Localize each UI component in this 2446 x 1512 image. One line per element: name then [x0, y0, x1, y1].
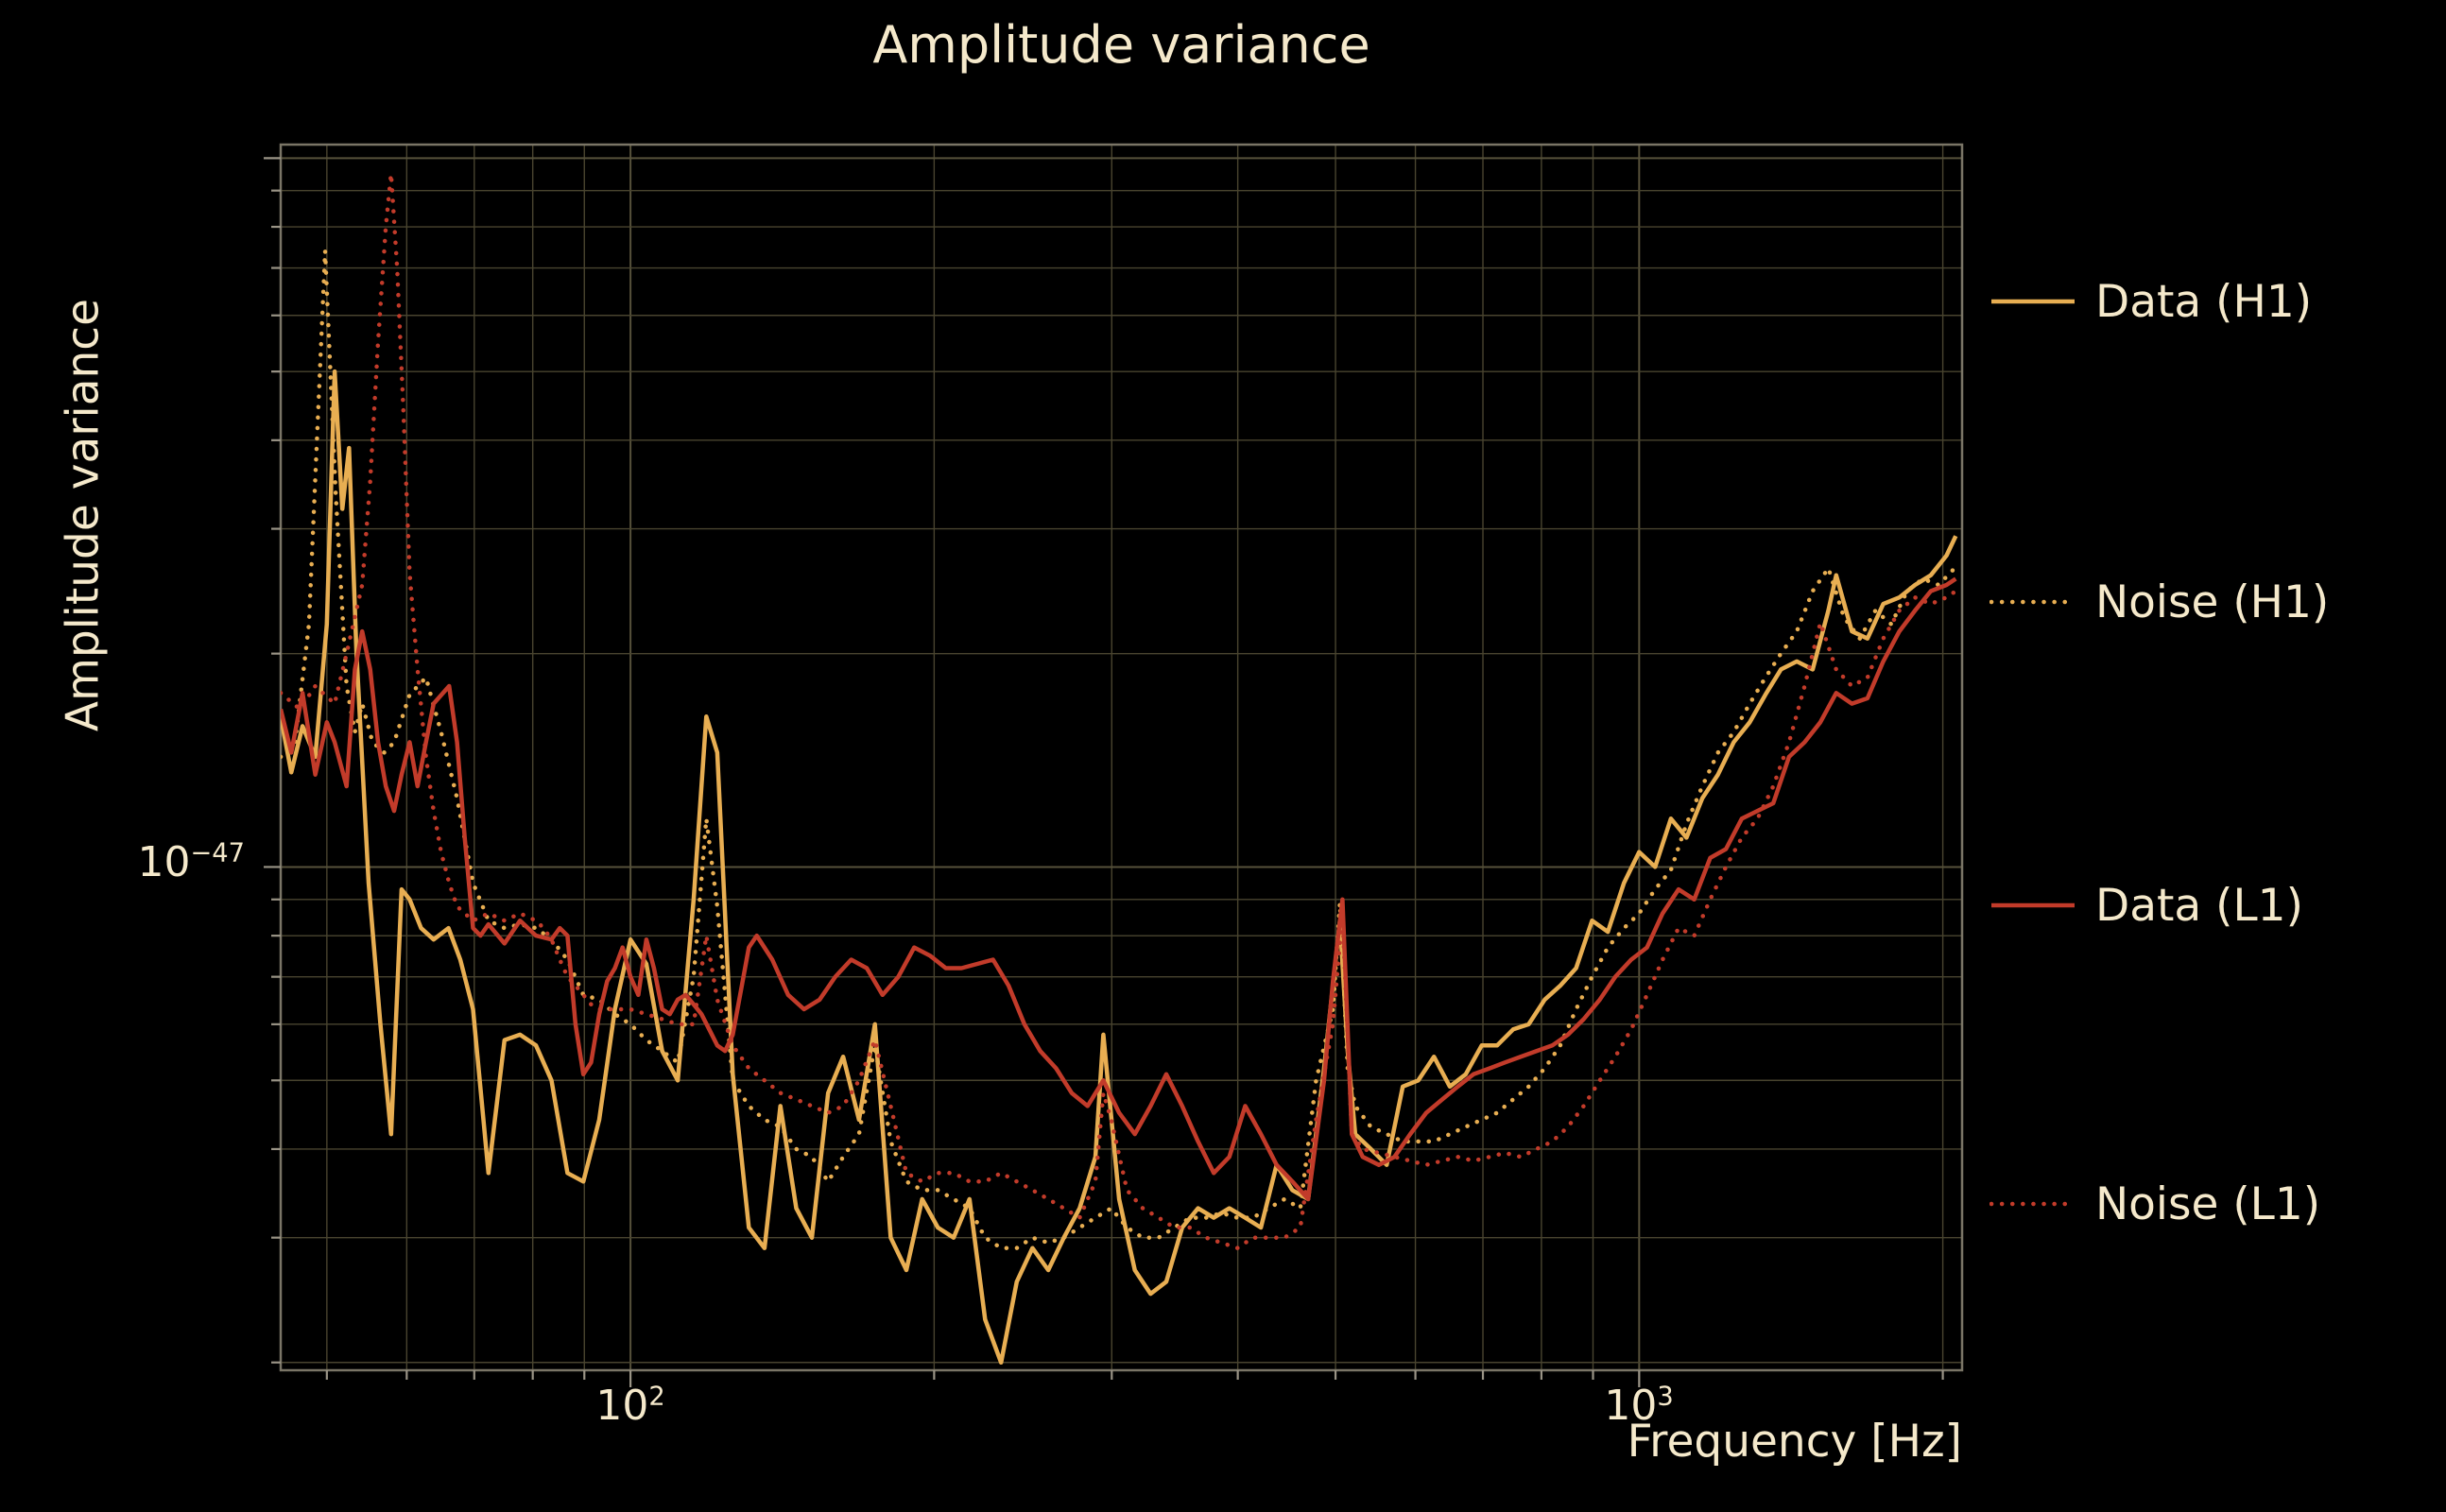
- x-axis-label: Frequency [Hz]: [1627, 1416, 1962, 1468]
- chart-title: Amplitude variance: [872, 15, 1370, 75]
- legend-line-sample: [1990, 1201, 2076, 1207]
- legend-item-data-l1: Data (L1): [1990, 877, 2303, 934]
- legend-label: Noise (H1): [2095, 576, 2330, 628]
- legend-label: Data (L1): [2095, 879, 2303, 932]
- series-line-data-l1: [281, 576, 1957, 1202]
- series-line-noise-h1: [281, 249, 1958, 1250]
- y-tick-label: 10−47: [137, 838, 245, 886]
- legend-label: Data (H1): [2095, 275, 2313, 328]
- x-tick-label: 102: [595, 1382, 665, 1430]
- legend-line-sample: [1991, 299, 2075, 304]
- legend-item-noise-l1: Noise (L1): [1990, 1176, 2320, 1232]
- legend-line-sample: [1991, 902, 2075, 908]
- legend-label: Noise (L1): [2095, 1177, 2321, 1230]
- legend-item-data-h1: Data (H1): [1990, 273, 2312, 330]
- legend-line-sample: [1990, 599, 2076, 605]
- series-line-data-h1: [281, 369, 1958, 1366]
- x-tick-label: 103: [1604, 1382, 1674, 1430]
- legend: Data (H1) Noise (H1) Data (L1) Noise (L1): [1985, 0, 2438, 1512]
- legend-item-noise-h1: Noise (H1): [1990, 574, 2329, 630]
- series-line-noise-l1: [281, 171, 1958, 1250]
